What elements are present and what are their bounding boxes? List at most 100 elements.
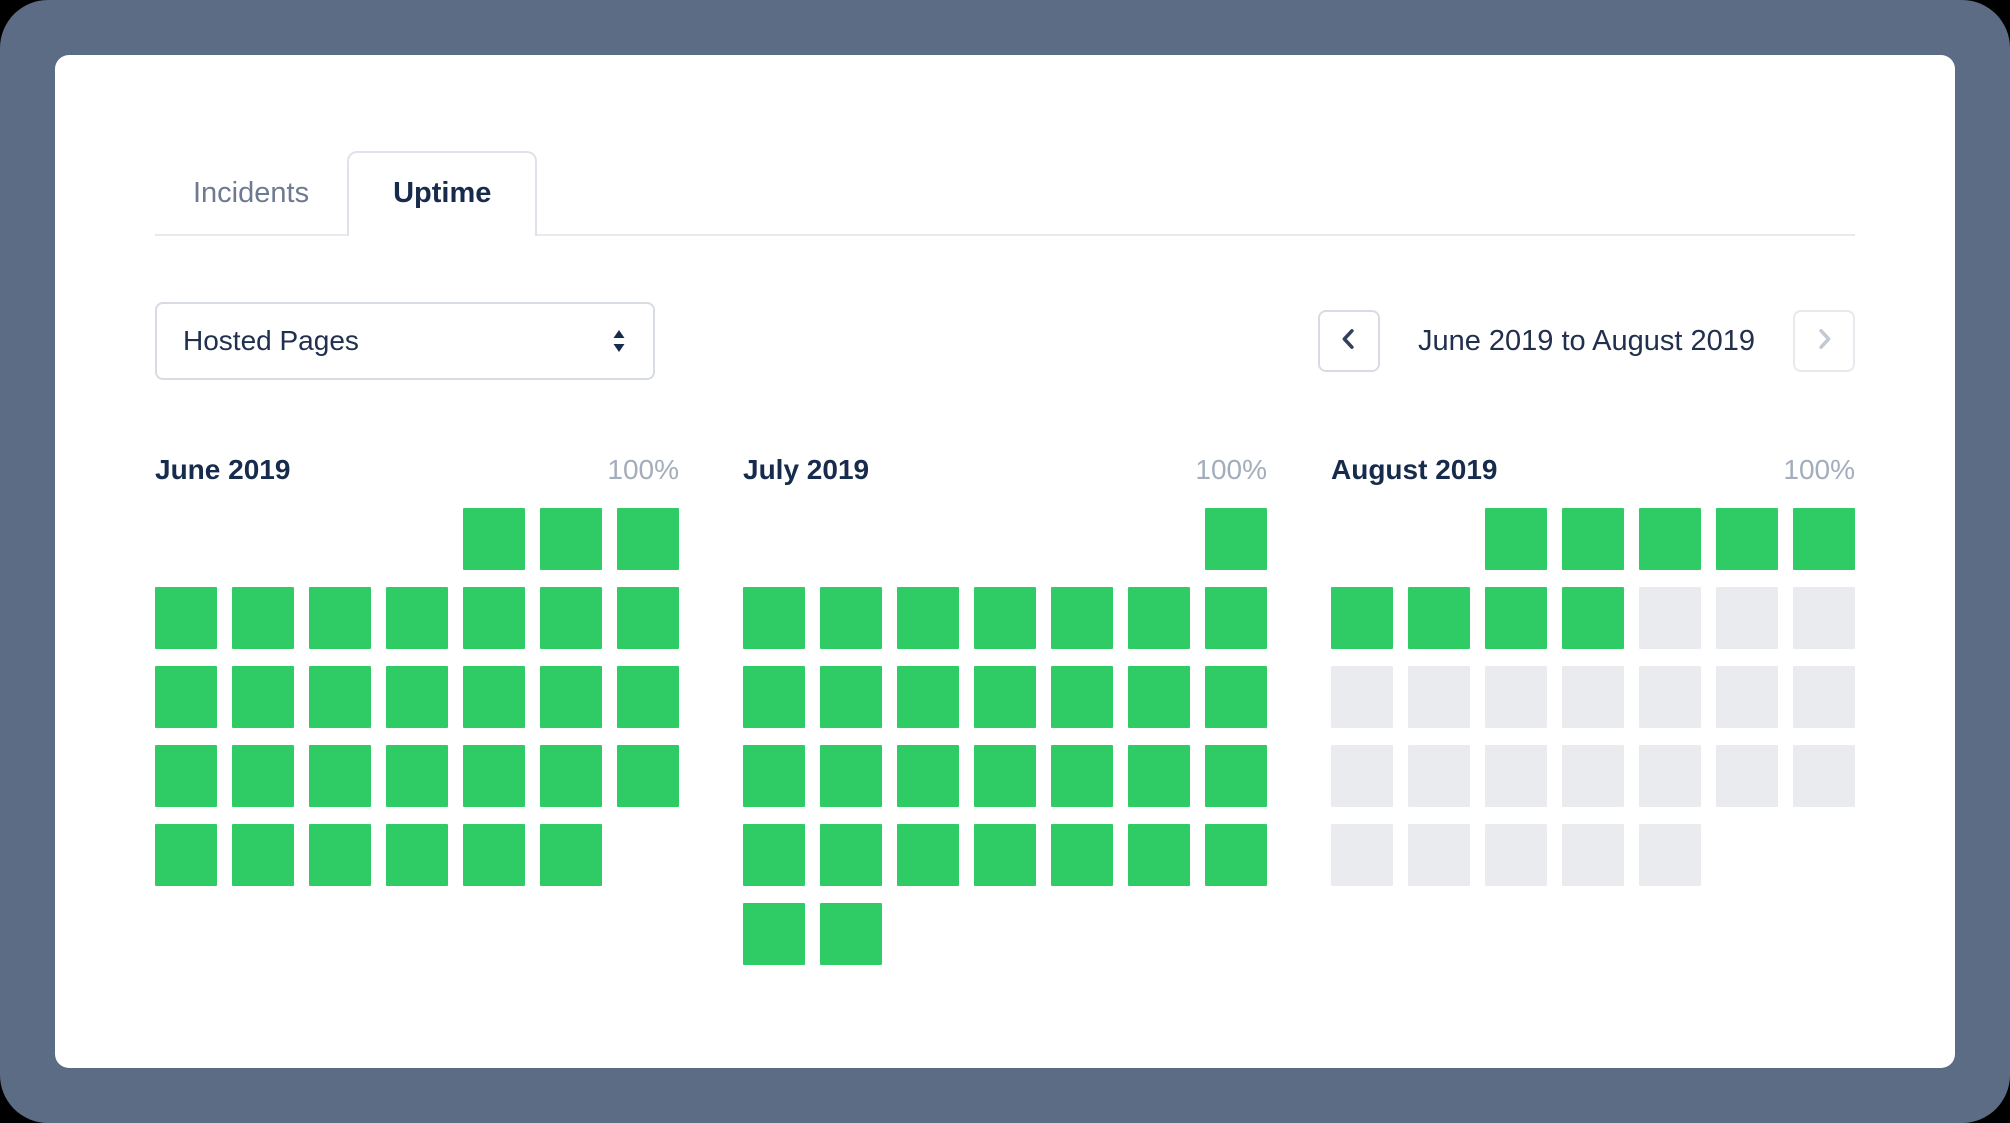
day-cell-up xyxy=(1051,745,1113,807)
day-cell-up xyxy=(743,666,805,728)
day-cell-future xyxy=(1639,587,1701,649)
day-cell-up xyxy=(232,666,294,728)
day-cell-up xyxy=(540,508,602,570)
day-cell-future xyxy=(1562,745,1624,807)
day-cell-up xyxy=(1205,666,1267,728)
day-cell-up xyxy=(617,745,679,807)
day-cell-up xyxy=(974,824,1036,886)
day-cell-up xyxy=(1128,587,1190,649)
day-cell-up xyxy=(309,745,371,807)
day-cell-up xyxy=(1205,508,1267,570)
toolbar: Hosted Pages June 2019 to Augu xyxy=(155,302,1855,380)
day-cell-future xyxy=(1793,587,1855,649)
day-cell-up xyxy=(1128,824,1190,886)
day-cell-up xyxy=(232,745,294,807)
day-cell-up xyxy=(463,666,525,728)
day-cell-up xyxy=(463,745,525,807)
month-uptime-percent: 100% xyxy=(1783,454,1855,485)
day-cell-up xyxy=(743,824,805,886)
day-cell-up xyxy=(1485,508,1547,570)
day-cell-up xyxy=(386,824,448,886)
day-cell-future xyxy=(1716,587,1778,649)
day-cell-up xyxy=(820,745,882,807)
day-cell-future xyxy=(1485,666,1547,728)
day-cell-up xyxy=(1639,508,1701,570)
day-cell-future xyxy=(1716,666,1778,728)
day-cell-up xyxy=(897,587,959,649)
day-cell-up xyxy=(897,666,959,728)
month-header: June 2019 100% xyxy=(155,454,679,486)
day-cell-up xyxy=(1128,745,1190,807)
day-cell-future xyxy=(1562,666,1624,728)
day-cell-up xyxy=(1562,587,1624,649)
day-cell-future xyxy=(1793,745,1855,807)
day-cell-up xyxy=(309,666,371,728)
month-july-2019: July 2019 100% xyxy=(743,454,1267,965)
day-cell-up xyxy=(974,745,1036,807)
day-cell-future xyxy=(1408,745,1470,807)
day-cell-up xyxy=(540,745,602,807)
day-cell-up xyxy=(1051,824,1113,886)
day-cell-up xyxy=(897,824,959,886)
day-cell-up xyxy=(540,824,602,886)
tab-incidents[interactable]: Incidents xyxy=(193,177,310,209)
prev-range-button[interactable] xyxy=(1317,310,1380,372)
month-title: July 2019 xyxy=(743,454,870,485)
day-cell-future xyxy=(1793,666,1855,728)
day-cell-up xyxy=(1331,587,1393,649)
day-cell-up xyxy=(309,824,371,886)
select-arrows-icon xyxy=(611,327,627,355)
selected-page-label: Hosted Pages xyxy=(183,325,359,356)
day-cell-up xyxy=(820,587,882,649)
day-cell-up xyxy=(1562,508,1624,570)
day-cell-up xyxy=(155,587,217,649)
day-cell-up xyxy=(617,587,679,649)
day-cell-future xyxy=(1562,824,1624,886)
day-cell-up xyxy=(386,587,448,649)
day-cell-up xyxy=(463,508,525,570)
month-header: August 2019 100% xyxy=(1331,454,1855,486)
day-cell-up xyxy=(463,587,525,649)
day-cell-future xyxy=(1331,666,1393,728)
day-cell-up xyxy=(155,824,217,886)
uptime-grid xyxy=(1331,508,1855,886)
day-cell-up xyxy=(232,587,294,649)
uptime-grid xyxy=(155,508,679,886)
uptime-grid xyxy=(743,508,1267,965)
day-cell-up xyxy=(386,666,448,728)
month-june-2019: June 2019 100% xyxy=(155,454,679,965)
day-cell-future xyxy=(1639,745,1701,807)
day-cell-up xyxy=(1128,666,1190,728)
day-cell-up xyxy=(1716,508,1778,570)
day-cell-up xyxy=(1051,587,1113,649)
day-cell-up xyxy=(1205,745,1267,807)
day-cell-up xyxy=(820,824,882,886)
day-cell-up xyxy=(540,587,602,649)
day-cell-future xyxy=(1331,745,1393,807)
day-cell-up xyxy=(1408,587,1470,649)
day-cell-up xyxy=(540,666,602,728)
chevron-left-icon xyxy=(1335,325,1363,358)
day-cell-up xyxy=(974,666,1036,728)
month-uptime-percent: 100% xyxy=(607,454,679,485)
month-uptime-percent: 100% xyxy=(1195,454,1267,485)
day-cell-up xyxy=(820,666,882,728)
day-cell-future xyxy=(1639,666,1701,728)
day-cell-up xyxy=(1205,824,1267,886)
date-range-nav: June 2019 to August 2019 xyxy=(1317,310,1855,372)
day-cell-up xyxy=(617,508,679,570)
day-cell-up xyxy=(820,903,882,965)
page-selector[interactable]: Hosted Pages xyxy=(155,302,655,380)
day-cell-future xyxy=(1716,745,1778,807)
tab-uptime[interactable]: Uptime xyxy=(347,151,538,236)
month-title: June 2019 xyxy=(155,454,291,485)
date-range-label: June 2019 to August 2019 xyxy=(1417,324,1755,357)
month-header: July 2019 100% xyxy=(743,454,1267,486)
chevron-right-icon xyxy=(1810,325,1838,358)
day-cell-future xyxy=(1639,824,1701,886)
day-cell-future xyxy=(1331,824,1393,886)
day-cell-up xyxy=(617,666,679,728)
next-range-button[interactable] xyxy=(1793,310,1855,372)
day-cell-future xyxy=(1485,745,1547,807)
